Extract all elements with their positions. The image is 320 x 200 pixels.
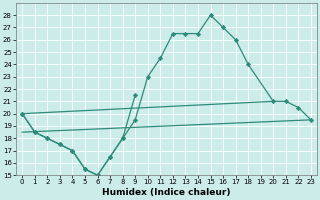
X-axis label: Humidex (Indice chaleur): Humidex (Indice chaleur) xyxy=(102,188,231,197)
